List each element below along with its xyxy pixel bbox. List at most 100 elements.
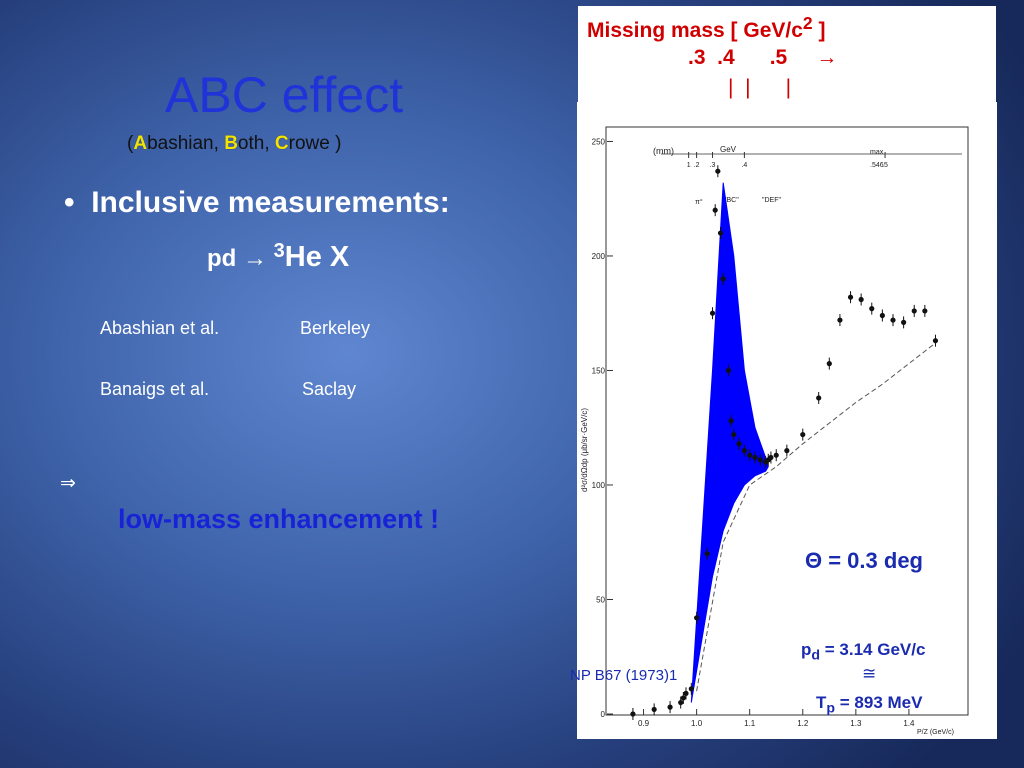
missing-mass-marks: | | |: [728, 76, 792, 99]
y-tick-label: 0: [601, 710, 606, 719]
data-point: [901, 319, 907, 325]
data-point: [847, 294, 854, 300]
enhancement-area: [690, 182, 769, 703]
congruent-icon: ≅: [862, 664, 877, 683]
ref-author-1: Abashian et al.: [100, 318, 220, 338]
background-curve: [696, 342, 936, 692]
missing-mass-ticks: .3 .4 .5 →: [688, 46, 838, 69]
top-tick-label: .3: [710, 162, 716, 169]
slide-title: ABC effect: [165, 67, 404, 123]
bullet-dot-icon: •: [64, 186, 75, 219]
data-point: [869, 306, 875, 312]
data-point: [747, 452, 753, 458]
slide-subtitle: (Abashian, Both, Crowe ): [127, 133, 341, 155]
pd-value: = 3.14 GeV/c: [820, 640, 926, 659]
peak-label-def: "DEF": [762, 197, 781, 204]
mm-title-text: Missing mass [ GeV/c: [587, 19, 803, 42]
ref-lab-1: Berkeley: [300, 318, 371, 338]
max-value-label: .546: [870, 162, 884, 169]
data-point: [678, 699, 684, 706]
peak-label-bc: "BC": [724, 197, 739, 204]
data-point: [694, 615, 700, 621]
data-point: [879, 312, 885, 319]
data-point: [667, 704, 673, 710]
data-point: [911, 308, 917, 314]
data-point: [683, 690, 689, 696]
subtitle-letter-a: A: [133, 133, 148, 154]
subtitle-crowe: rowe ): [288, 133, 342, 154]
data-point: [651, 706, 657, 713]
peak-label-pi: π°: [695, 198, 703, 206]
subtitle-both: oth,: [237, 133, 275, 154]
x-tick-label: 1.0: [691, 719, 703, 728]
data-point: [728, 418, 734, 424]
mm-header-label: (mm): [653, 146, 674, 156]
data-point: [922, 308, 928, 314]
y-tick-label: 50: [596, 595, 605, 604]
tp-pre: T: [816, 693, 827, 712]
data-point: [890, 317, 896, 323]
x-axis-label: P/Z (GeV/c): [917, 729, 954, 736]
ref-lab-2: Saclay: [302, 379, 357, 399]
figure-panel: (mm) GeV max .546 π° "BC" "DEF" d²σ/dΩdp…: [577, 102, 997, 739]
data-point: [752, 454, 758, 461]
y-tick-label: 250: [592, 137, 606, 146]
bullet-inclusive: • Inclusive measurements:: [64, 186, 450, 220]
data-point: [932, 338, 939, 344]
subtitle-open: (: [127, 133, 134, 154]
max-label: max: [870, 149, 884, 156]
y-tick-label: 200: [592, 252, 606, 261]
mm-title-close: ]: [812, 19, 826, 42]
top-tick-label: .5: [882, 162, 888, 169]
tp-sub: p: [826, 700, 836, 717]
plot-frame: [605, 126, 969, 716]
missing-mass-title: Missing mass [ GeV/c2 ]: [587, 13, 825, 43]
data-point: [768, 454, 774, 461]
data-point: [826, 361, 832, 367]
data-point: [725, 367, 732, 374]
data-point: [712, 207, 718, 213]
data-point: [800, 431, 806, 438]
data-point: [741, 448, 747, 454]
x-tick-label: 0.9: [638, 719, 650, 728]
x-tick-label: 1.1: [744, 719, 756, 728]
y-tick-label: 100: [592, 481, 606, 490]
tp-label: Tp = 893 MeV: [816, 693, 922, 716]
data-point: [858, 296, 864, 303]
reaction-pre: pd →: [207, 245, 274, 272]
data-point: [715, 168, 721, 174]
data-point: [757, 457, 763, 463]
mm-title-sup: 2: [802, 13, 813, 33]
data-point: [736, 441, 742, 447]
top-tick-label: .2: [694, 162, 700, 169]
bullet-text: Inclusive measurements:: [91, 186, 450, 219]
reaction-formula: pd → 3He X: [207, 240, 349, 274]
data-point: [773, 452, 779, 458]
subtitle-abashian: bashian,: [147, 133, 225, 154]
reaction-post: He X: [284, 241, 350, 273]
data-point: [837, 317, 843, 323]
background-dashed-line: [696, 342, 936, 692]
data-point: [720, 276, 726, 282]
reaction-sup: 3: [273, 240, 285, 262]
conclusion-text: low-mass enhancement !: [118, 504, 440, 534]
pd-label: pd = 3.14 GeV/c: [801, 640, 925, 663]
data-point: [816, 395, 822, 401]
gev-label: GeV: [720, 145, 737, 154]
axis-ticks: 0 50 100 150 200 250 0.9 1.0 1.1 1.2 1.3 1.4 1.2 .3 .4…: [592, 137, 962, 728]
data-point: [704, 551, 710, 557]
data-points: [630, 165, 939, 720]
top-tick-label: .4: [741, 162, 747, 169]
abc-plot: (mm) GeV max .546 π° "BC" "DEF" d²σ/dΩdp…: [580, 126, 969, 736]
pd-pre: p: [801, 640, 812, 659]
subtitle-letter-b: B: [224, 133, 238, 154]
y-tick-label: 150: [592, 366, 606, 375]
x-tick-label: 1.2: [797, 719, 809, 728]
data-point: [709, 310, 716, 316]
subtitle-letter-c: C: [274, 133, 289, 154]
enhancement-band: [690, 182, 769, 703]
top-tick-label: 1: [687, 162, 691, 169]
tp-value: = 893 MeV: [835, 693, 923, 712]
theta-label: Θ = 0.3 deg: [805, 548, 923, 573]
citation-label: NP B67 (1973)1: [570, 667, 678, 684]
